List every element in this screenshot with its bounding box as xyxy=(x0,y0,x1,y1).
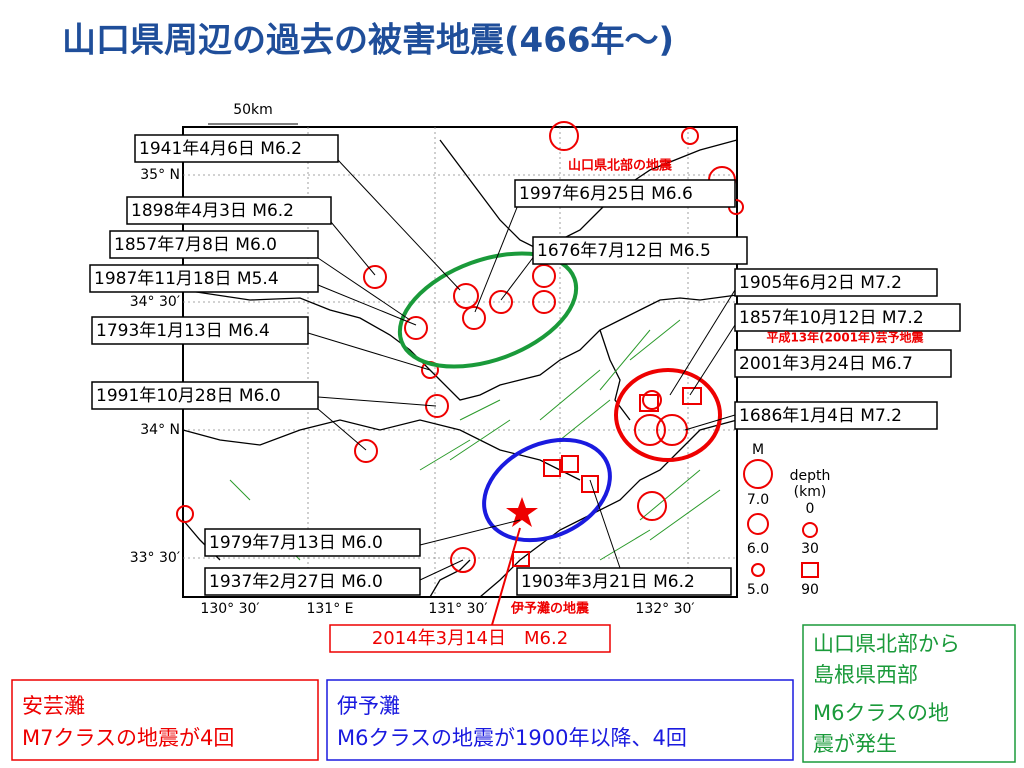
event-label: 1857年10月12日 M7.2 xyxy=(739,308,924,328)
lon-label: 132° 30′ xyxy=(635,601,694,617)
event-label: 1898年4月3日 M6.2 xyxy=(131,201,294,221)
event-label: 1979年7月13日 M6.0 xyxy=(209,533,383,553)
lat-label: 34° 30′ xyxy=(130,294,180,310)
lon-label: 130° 30′ xyxy=(200,601,259,617)
event-box xyxy=(734,349,952,378)
legend-label: 6.0 xyxy=(747,541,769,557)
annotation: 平成13年(2001年)芸予地震 xyxy=(766,330,924,345)
event-label: 1991年10月28日 M6.0 xyxy=(96,386,281,406)
quakes xyxy=(176,121,744,573)
star-arrow xyxy=(491,527,521,626)
legend-title: (km) xyxy=(794,484,827,500)
note-line: M6クラスの地 xyxy=(813,701,949,725)
event-box xyxy=(204,528,421,557)
event-box xyxy=(134,134,339,163)
note-box xyxy=(11,679,319,761)
lat-labels: 35° N 34° 30′ 34° N 33° 30′ xyxy=(130,167,180,566)
aki-ellipse xyxy=(614,368,722,462)
event-label: 1997年6月25日 M6.6 xyxy=(519,184,693,204)
event-labels: 1941年4月6日 M6.2 1898年4月3日 M6.2 1857年7月8日 M6… xyxy=(89,134,961,596)
note-line: 伊予灘 xyxy=(337,694,400,718)
event-label: 1937年2月27日 M6.0 xyxy=(209,572,383,592)
lon-label: 131° 30′ xyxy=(428,601,487,617)
event-box xyxy=(109,230,319,259)
event-box xyxy=(532,236,748,265)
map: 50km 35° N 34° 30′ 34° N 33° 30′ 130° 30… xyxy=(130,102,744,626)
event-box xyxy=(734,401,938,430)
legend-title: depth xyxy=(790,468,831,484)
legend-label: 90 xyxy=(801,582,819,598)
legend-title: M xyxy=(752,442,764,458)
event-label: 1793年1月13日 M6.4 xyxy=(96,321,270,341)
iyo-ellipse xyxy=(482,437,612,543)
event-box xyxy=(91,316,309,345)
event-box xyxy=(734,303,961,332)
legend-label: 5.0 xyxy=(747,582,769,598)
event-box xyxy=(734,268,938,297)
scale-label: 50km xyxy=(233,102,273,118)
annotation: 山口県北部の地震 xyxy=(568,158,673,174)
event-label: 2001年3月24日 M6.7 xyxy=(739,354,913,374)
note-box xyxy=(802,624,1016,763)
event-label: 1987年11月18日 M5.4 xyxy=(94,269,279,289)
note-box xyxy=(326,679,794,761)
leaders xyxy=(307,159,736,581)
note-line: 山口県北部から xyxy=(813,632,960,656)
lat-label: 33° 30′ xyxy=(130,550,180,566)
legend-label: 30 xyxy=(801,541,819,557)
note-line: M6クラスの地震が1900年以降、4回 xyxy=(337,726,687,750)
lat-label: 34° N xyxy=(140,422,180,438)
north-ellipse xyxy=(397,251,579,369)
note-line: 島根県西部 xyxy=(813,663,918,687)
event-box xyxy=(514,179,736,208)
legend: M 7.0 6.0 5.0 depth (km) 0 30 90 xyxy=(743,442,831,598)
legend-label: 7.0 xyxy=(747,492,769,508)
note-line: 安芸灘 xyxy=(22,694,85,718)
event-box xyxy=(91,381,319,410)
annotation: 2014年3月14日 M6.2 xyxy=(372,628,568,649)
fault-lines xyxy=(229,319,721,561)
event-box xyxy=(89,264,319,293)
event-box xyxy=(126,196,332,225)
epicenter-star xyxy=(506,497,538,527)
event-box xyxy=(516,567,732,596)
note-line: M7クラスの地震が4回 xyxy=(22,726,234,750)
lon-labels: 130° 30′ 131° E 131° 30′ 132° 30′ xyxy=(200,601,694,617)
graticule xyxy=(183,127,737,597)
note-line: 震が発生 xyxy=(813,732,897,756)
lat-label: 35° N xyxy=(140,167,180,183)
annotation: 伊予灘の地震 xyxy=(510,601,590,617)
event-label: 1676年7月12日 M6.5 xyxy=(537,241,711,261)
legend-label: 0 xyxy=(806,501,815,517)
event-label: 1905年6月2日 M7.2 xyxy=(739,273,902,293)
event-label: 1941年4月6日 M6.2 xyxy=(139,139,302,159)
event-label: 1857年7月8日 M6.0 xyxy=(114,235,277,255)
event-label: 1903年3月21日 M6.2 xyxy=(521,572,695,592)
title: 山口県周辺の過去の被害地震(466年～) xyxy=(62,21,674,61)
lon-label: 131° E xyxy=(306,601,353,617)
event-label: 1686年1月4日 M7.2 xyxy=(739,406,902,426)
event-box xyxy=(204,567,421,596)
annotation-box xyxy=(329,624,611,653)
